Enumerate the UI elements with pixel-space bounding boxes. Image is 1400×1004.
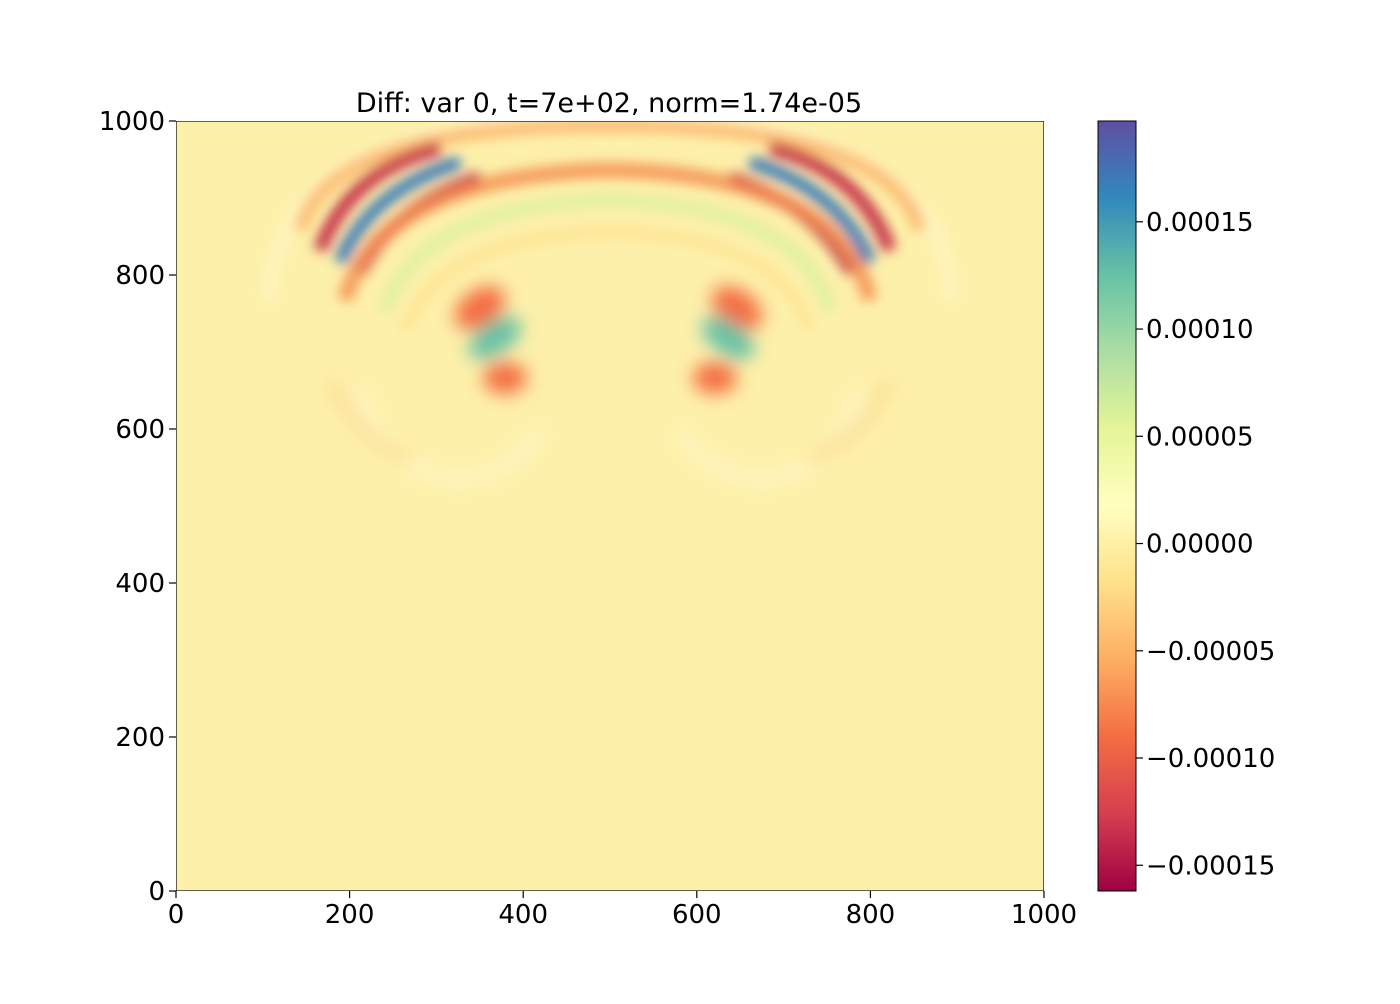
x-tick-label: 200: [325, 900, 375, 930]
inner-features: [324, 286, 896, 488]
right-arc-peak: [748, 155, 876, 265]
y-tick-label: 800: [115, 261, 165, 291]
colorbar-tick-label: −0.00005: [1146, 637, 1275, 667]
x-tick-label: 0: [168, 900, 185, 930]
right-arc-trough: [768, 141, 897, 253]
colorbar-tick-label: 0.00005: [1146, 422, 1254, 452]
colorbar-tick-label: 0.00010: [1146, 315, 1254, 345]
left-swirl-warm: [324, 377, 413, 466]
outer-arc-faint: [263, 121, 957, 301]
x-axis: 0 200 400 600 800 1000: [168, 891, 1077, 930]
y-axis: 0 200 400 600 800 1000: [99, 107, 176, 907]
x-tick-label: 800: [846, 900, 896, 930]
right-swirl-faint: [673, 388, 867, 488]
colorbar-tick-label: −0.00010: [1146, 744, 1275, 774]
colorbar: [1097, 120, 1137, 892]
y-tick-label: 400: [115, 569, 165, 599]
right-swirl-warm: [807, 377, 896, 466]
colorbar-tick-label: 0.00015: [1146, 208, 1254, 238]
mid-arc-yellow: [400, 226, 815, 332]
y-tick-label: 0: [148, 877, 165, 907]
left-arc-trough: [313, 141, 442, 253]
colorbar-tick-label: 0.00000: [1146, 530, 1254, 560]
mid-arc-orange: [337, 162, 878, 303]
y-tick-label: 200: [115, 723, 165, 753]
left-swirl-faint: [353, 388, 547, 488]
inner-left-lower-trough: [483, 362, 527, 394]
colorbar-ticks: 0.00015 0.00010 0.00005 0.00000 −0.00005 −0.0…: [1136, 208, 1275, 881]
chart-title: Diff: var 0, t=7e+02, norm=1.74e-05: [356, 88, 862, 119]
x-tick-label: 1000: [1011, 900, 1077, 930]
y-tick-label: 1000: [99, 107, 165, 137]
mid-arc-green: [378, 192, 837, 313]
inner-left-upper-trough: [454, 286, 506, 330]
inner-left-peak: [468, 316, 522, 360]
wave-features: [263, 121, 957, 332]
inner-right-lower-trough: [693, 362, 737, 394]
y-tick-label: 600: [115, 415, 165, 445]
colorbar-tick-label: −0.00015: [1146, 851, 1275, 881]
left-arc-peak: [334, 155, 462, 265]
outer-arc-orange: [293, 121, 927, 233]
plot-area: [176, 121, 1044, 891]
x-tick-label: 600: [672, 900, 722, 930]
inner-right-peak: [701, 316, 755, 360]
x-tick-label: 400: [498, 900, 548, 930]
